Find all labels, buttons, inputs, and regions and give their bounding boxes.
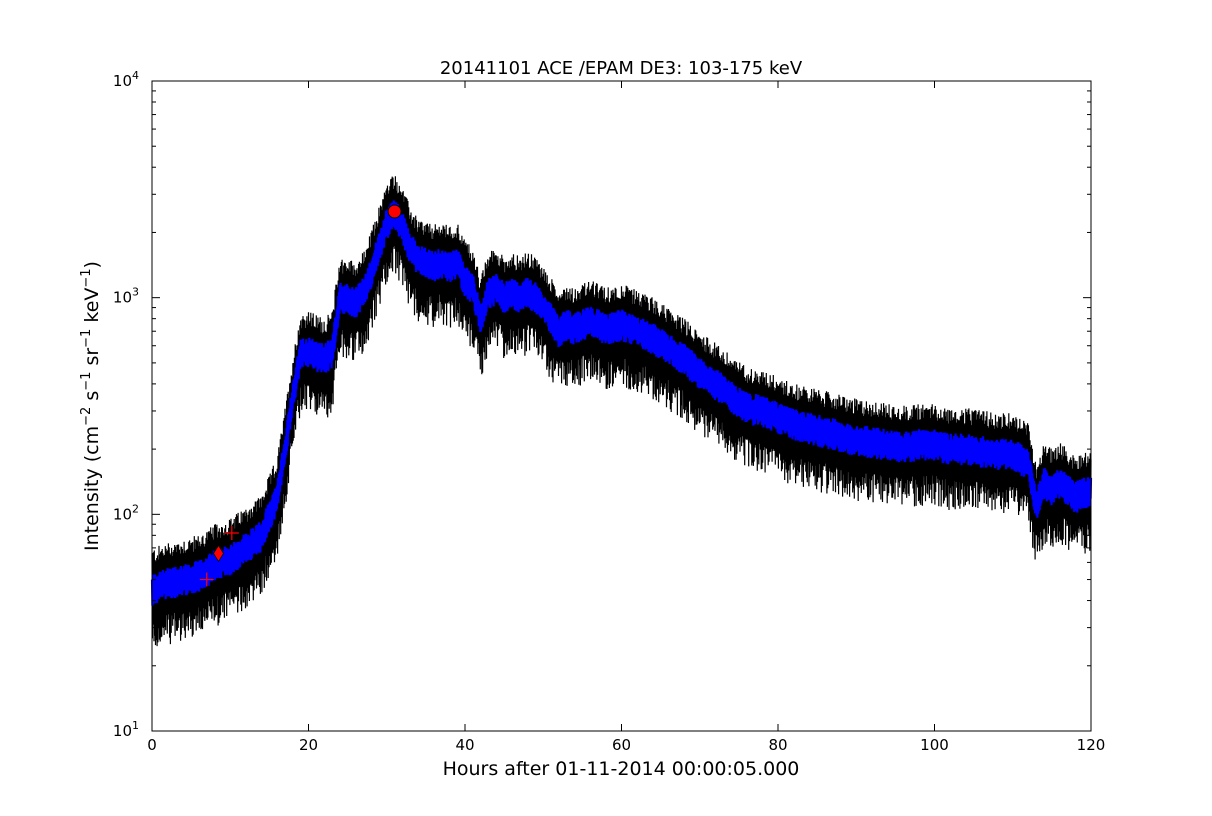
x-tick-label: 0 <box>147 736 157 754</box>
marker-layer <box>199 204 402 587</box>
y-axis-label: Intensity (cm−2 s−1 sr−1 keV−1) <box>79 261 103 551</box>
chart-title: 20141101 ACE /EPAM DE3: 103-175 keV <box>440 58 803 79</box>
series-0-envelope-line <box>151 176 1092 647</box>
y-tick-label: 102 <box>113 502 139 523</box>
data-layer <box>150 176 1093 647</box>
tick-layer: 0 20 40 60 80 100 120 101 102 103 104 <box>113 69 1105 754</box>
y-tick-label: 104 <box>113 69 139 90</box>
x-tick-label: 20 <box>299 736 318 754</box>
x-tick-label: 40 <box>455 736 474 754</box>
peak-marker-circle <box>387 204 402 219</box>
series-0-line <box>150 200 1093 606</box>
x-tick-label: 100 <box>920 736 949 754</box>
onset-marker-diamond <box>213 544 224 563</box>
x-tick-label: 60 <box>612 736 631 754</box>
x-tick-label: 120 <box>1077 736 1106 754</box>
marker-plus-2 <box>199 572 214 587</box>
y-tick-label: 101 <box>113 719 139 740</box>
y-tick-label: 103 <box>113 286 139 307</box>
x-tick-label: 80 <box>768 736 787 754</box>
marker-plus-3 <box>224 526 239 541</box>
x-axis-label: Hours after 01-11-2014 00:00:05.000 <box>443 758 800 780</box>
